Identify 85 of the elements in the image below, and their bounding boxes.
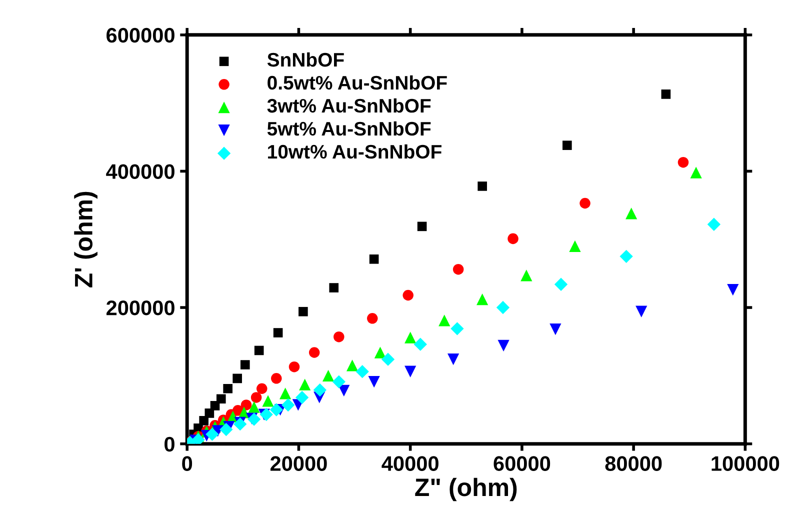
point <box>356 365 369 378</box>
point <box>707 218 721 231</box>
x-axis-title: Z" (ohm) <box>415 478 517 502</box>
y-tick-label: 600000 <box>106 28 174 43</box>
x-tick-label: 0 <box>182 456 192 471</box>
point <box>288 361 300 372</box>
point <box>404 366 416 378</box>
point <box>332 375 346 388</box>
point <box>199 416 208 426</box>
legend-label: 3wt% Au-SnNbOF <box>267 98 431 113</box>
point <box>280 388 292 400</box>
legend-label: 0.5wt% Au-SnNbOF <box>268 75 447 90</box>
point <box>580 198 590 209</box>
point <box>661 90 671 99</box>
x-tick-label: 80000 <box>605 456 662 471</box>
point <box>273 328 283 338</box>
point <box>210 401 220 410</box>
x-tick-label: 20000 <box>270 456 327 471</box>
point <box>271 373 282 384</box>
y-tick-label: 200000 <box>106 300 174 316</box>
point <box>450 322 464 336</box>
point <box>282 398 295 412</box>
point <box>338 384 350 396</box>
point <box>496 300 510 314</box>
legend-label: SnNbOF <box>267 52 344 67</box>
point <box>295 390 309 404</box>
point <box>414 338 427 351</box>
point <box>369 254 379 264</box>
point <box>232 374 242 384</box>
point <box>678 156 689 168</box>
point <box>247 412 261 426</box>
point <box>498 340 510 352</box>
point <box>329 283 339 292</box>
point <box>216 394 226 404</box>
point <box>240 360 250 370</box>
point <box>367 313 378 324</box>
point <box>620 250 633 263</box>
point <box>690 166 702 178</box>
x-tick-label: 60000 <box>494 456 550 471</box>
y-axis-title: Z' (ohm) <box>74 192 98 288</box>
point <box>254 346 264 356</box>
point <box>223 384 232 394</box>
point <box>569 240 581 252</box>
point <box>562 140 572 150</box>
point <box>520 270 532 282</box>
point <box>508 233 518 244</box>
point <box>308 347 320 358</box>
point <box>204 408 214 418</box>
point <box>346 360 358 372</box>
point <box>452 264 464 275</box>
point <box>368 376 380 388</box>
point <box>626 208 638 220</box>
point <box>206 428 219 441</box>
y-tick-label: 400000 <box>106 164 174 179</box>
point <box>636 306 648 318</box>
point <box>438 314 450 326</box>
point <box>250 392 262 403</box>
point <box>299 378 311 390</box>
y-tick-label: 0 <box>164 436 174 452</box>
point <box>476 294 488 306</box>
point <box>404 332 416 344</box>
point <box>313 383 327 397</box>
point <box>322 370 334 382</box>
point <box>260 408 273 422</box>
point <box>298 306 308 316</box>
point <box>334 331 344 342</box>
point <box>270 403 283 416</box>
point <box>447 354 460 366</box>
x-tick-label: 100000 <box>712 456 780 471</box>
legend-label: 10wt% Au-SnNbOF <box>268 144 442 159</box>
point <box>262 395 274 407</box>
point <box>381 352 395 366</box>
point <box>220 422 233 436</box>
point <box>478 182 487 191</box>
point <box>374 346 386 358</box>
point <box>727 284 739 296</box>
point <box>402 290 414 301</box>
x-tick-label: 40000 <box>382 456 438 471</box>
legend-label: 5wt% Au-SnNbOF <box>267 121 431 136</box>
point <box>240 400 252 410</box>
point <box>256 383 268 394</box>
point <box>417 222 427 232</box>
point <box>550 324 562 336</box>
point <box>248 401 260 413</box>
point <box>554 278 568 291</box>
